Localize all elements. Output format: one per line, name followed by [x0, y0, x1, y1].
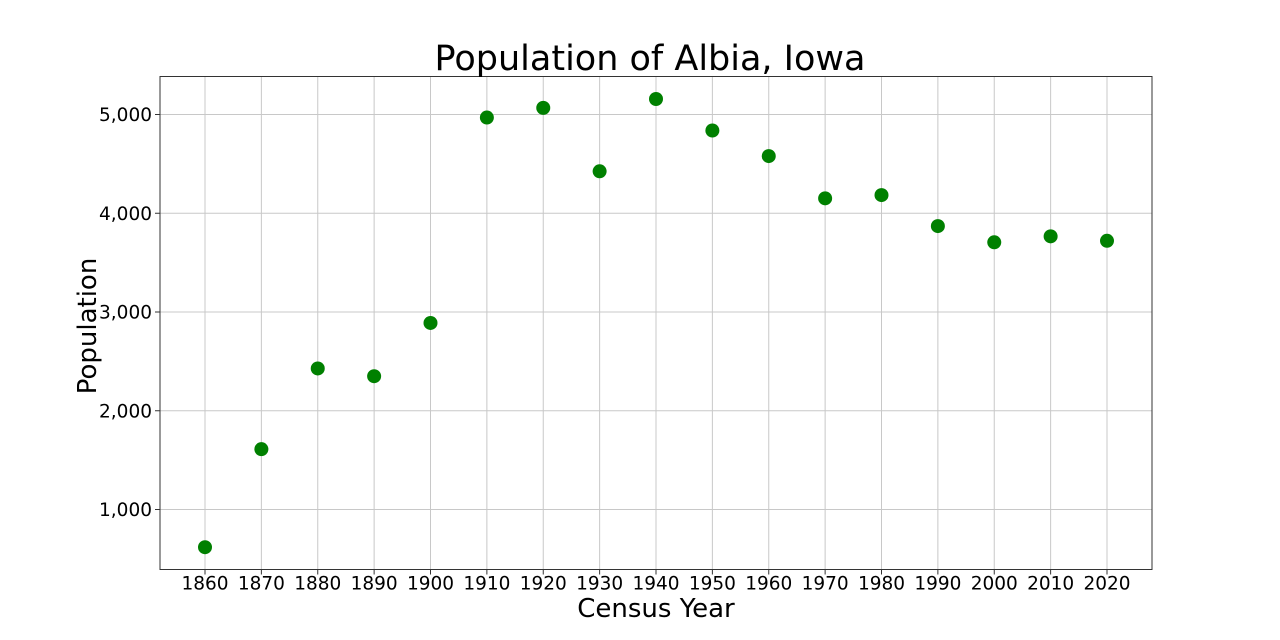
y-tick-label: 3,000 — [99, 303, 152, 324]
data-points — [198, 91, 1114, 555]
data-point — [930, 219, 945, 234]
x-tick-label: 1950 — [689, 574, 736, 595]
data-point — [987, 235, 1002, 250]
data-point — [198, 540, 212, 555]
x-tick-label: 1890 — [351, 574, 398, 595]
data-point — [1100, 233, 1114, 248]
data-point — [367, 369, 382, 384]
x-tick-label: 1930 — [576, 574, 623, 595]
x-tick-label: 1940 — [632, 574, 679, 595]
data-point — [254, 442, 269, 457]
data-point — [649, 91, 663, 106]
x-tick-label: 2020 — [1083, 574, 1130, 595]
x-tick-label: 1870 — [238, 574, 285, 595]
data-point — [874, 188, 889, 203]
data-point — [423, 315, 438, 330]
chart-title: Population of Albia, Iowa — [435, 39, 866, 79]
x-tick-label: 1970 — [802, 574, 849, 595]
x-tick-label: 2000 — [971, 574, 1018, 595]
x-tick-label: 2010 — [1027, 574, 1074, 595]
y-axis-label: Population — [73, 258, 103, 395]
x-tick-label: 1860 — [181, 574, 228, 595]
y-tick-label: 2,000 — [99, 401, 152, 422]
x-tick-label: 1990 — [914, 574, 961, 595]
x-tick-label: 1880 — [294, 574, 341, 595]
x-tick-label: 1900 — [407, 574, 454, 595]
data-point — [592, 164, 607, 179]
data-point — [761, 149, 776, 164]
x-tick-label: 1980 — [858, 574, 905, 595]
data-point — [536, 100, 551, 115]
data-point — [479, 110, 494, 125]
y-tick-label: 4,000 — [99, 204, 152, 225]
y-tick-label: 1,000 — [99, 500, 152, 521]
x-axis-ticks: 1860 1870 1880 1890 1900 1910 1920 1930 1940 1950… — [181, 569, 1131, 595]
data-point — [1043, 229, 1058, 244]
data-point — [705, 123, 720, 138]
x-tick-label: 1920 — [520, 574, 567, 595]
y-tick-label: 5,000 — [99, 105, 152, 126]
y-axis-ticks: 1,000 2,000 3,000 4,000 5,000 — [99, 105, 160, 521]
x-tick-label: 1910 — [463, 574, 510, 595]
data-point — [818, 191, 833, 206]
data-point — [310, 361, 325, 376]
x-axis-label: Census Year — [577, 594, 735, 624]
x-tick-label: 1960 — [745, 574, 792, 595]
